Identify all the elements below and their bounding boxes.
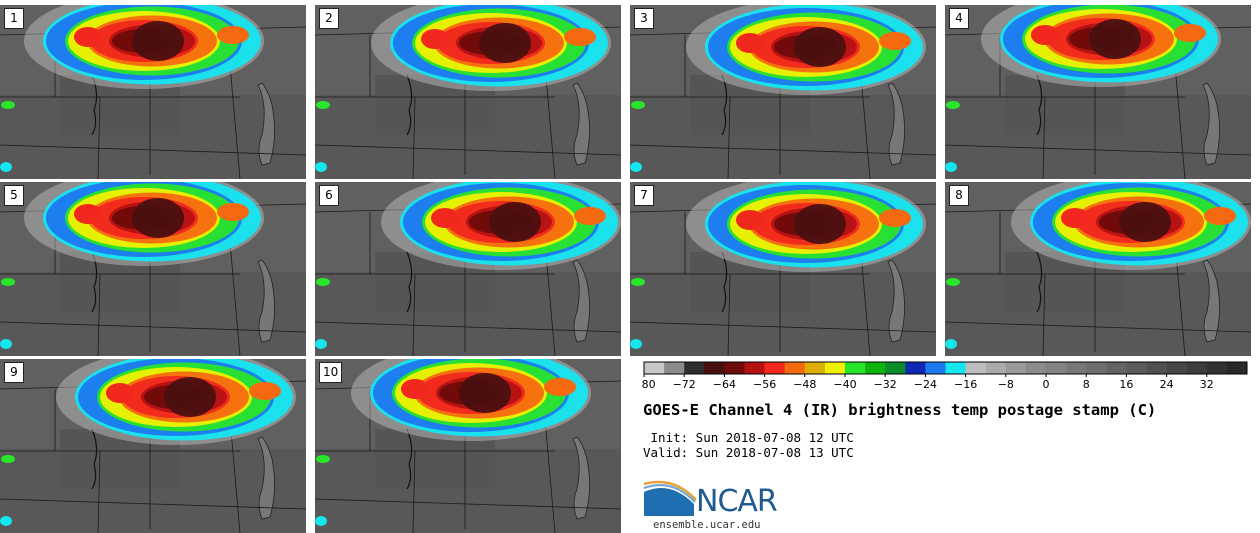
ir-map (630, 5, 936, 179)
colorbar-segment (1166, 362, 1187, 374)
colorbar-segment (664, 362, 685, 374)
colorbar-segment (1106, 362, 1127, 374)
postage-stamp-panel: 1 (0, 5, 306, 179)
postage-stamp-panel: 3 (630, 5, 936, 179)
postage-stamp-panel: 2 (315, 5, 621, 179)
colorbar-segment (1206, 362, 1228, 374)
colorbar-tick-label: −64 (713, 378, 736, 391)
colorbar-tick-label: −56 (753, 378, 776, 391)
colorbar-tick-label: 32 (1200, 378, 1214, 391)
plot-title: GOES-E Channel 4 (IR) brightness temp po… (643, 401, 1157, 419)
colorbar-tick-label: −8 (998, 378, 1014, 391)
ir-map (945, 5, 1251, 179)
ir-map (0, 5, 306, 179)
colorbar-tick-label: 24 (1160, 378, 1174, 391)
ir-map (0, 182, 306, 356)
panel-label: 10 (319, 362, 343, 383)
colorbar-segment (1126, 362, 1147, 374)
colorbar-tick-label: −48 (793, 378, 816, 391)
postage-stamp-panel: 8 (945, 182, 1251, 356)
panel-label: 9 (4, 362, 24, 383)
colorbar-segment (1005, 362, 1027, 374)
ir-map (630, 182, 936, 356)
colorbar-segment (865, 362, 886, 374)
colorbar-tick-label: 0 (1043, 378, 1050, 391)
colorbar-tick-label: −72 (673, 378, 696, 391)
colorbar-tick-label: −24 (914, 378, 937, 391)
valid-time: Valid: Sun 2018-07-08 13 UTC (643, 445, 854, 460)
colorbar-segment (684, 362, 705, 374)
panel-label: 8 (949, 185, 969, 206)
colorbar-tick-label: 16 (1119, 378, 1133, 391)
colorbar-segment (804, 362, 826, 374)
colorbar-segment (905, 362, 926, 374)
colorbar-tick-label: −32 (874, 378, 897, 391)
ncar-logo-icon (643, 480, 697, 516)
colorbar-segment (724, 362, 745, 374)
postage-stamp-panel: 4 (945, 5, 1251, 179)
ir-map (315, 5, 621, 179)
postage-stamp-panel: 9 (0, 359, 306, 533)
postage-stamp-panel: 5 (0, 182, 306, 356)
colorbar-segment (1046, 362, 1067, 374)
colorbar-segment (1086, 362, 1107, 374)
colorbar-segment (764, 362, 785, 374)
postage-stamp-panel: 7 (630, 182, 936, 356)
panel-label: 7 (634, 185, 654, 206)
colorbar-segment (885, 362, 906, 374)
colorbar-segment (1066, 362, 1087, 374)
logo-wordmark: NCAR (696, 484, 778, 519)
colorbar-segment (965, 362, 986, 374)
colorbar-tick-label: −80 (641, 378, 656, 391)
panel-label: 5 (4, 185, 24, 206)
colorbar-tick-label: 8 (1083, 378, 1090, 391)
ir-map (315, 182, 621, 356)
colorbar-tick-label: −40 (833, 378, 856, 391)
ir-map (945, 182, 1251, 356)
postage-stamp-panel: 10 (315, 359, 621, 533)
colorbar-segment (824, 362, 846, 374)
colorbar-segment (985, 362, 1007, 374)
colorbar-segment (784, 362, 806, 374)
colorbar-tick-label: −16 (954, 378, 977, 391)
logo-url: ensemble.ucar.edu (653, 519, 761, 531)
colorbar-segment (744, 362, 765, 374)
ir-map (315, 359, 621, 533)
colorbar-segment (644, 362, 665, 374)
panel-label: 6 (319, 185, 339, 206)
ir-map (0, 359, 306, 533)
colorbar-segment (1146, 362, 1167, 374)
colorbar-segment (845, 362, 866, 374)
panel-label: 2 (319, 8, 339, 29)
init-time: Init: Sun 2018-07-08 12 UTC (643, 430, 854, 445)
colorbar-segment (1186, 362, 1208, 374)
panel-label: 1 (4, 8, 24, 29)
colorbar-segment (925, 362, 946, 374)
colorbar-segment (945, 362, 966, 374)
panel-label: 3 (634, 8, 654, 29)
colorbar-segment (704, 362, 725, 374)
colorbar-segment (1025, 362, 1047, 374)
colorbar-segment (1226, 362, 1248, 374)
postage-stamp-panel: 6 (315, 182, 621, 356)
panel-label: 4 (949, 8, 969, 29)
